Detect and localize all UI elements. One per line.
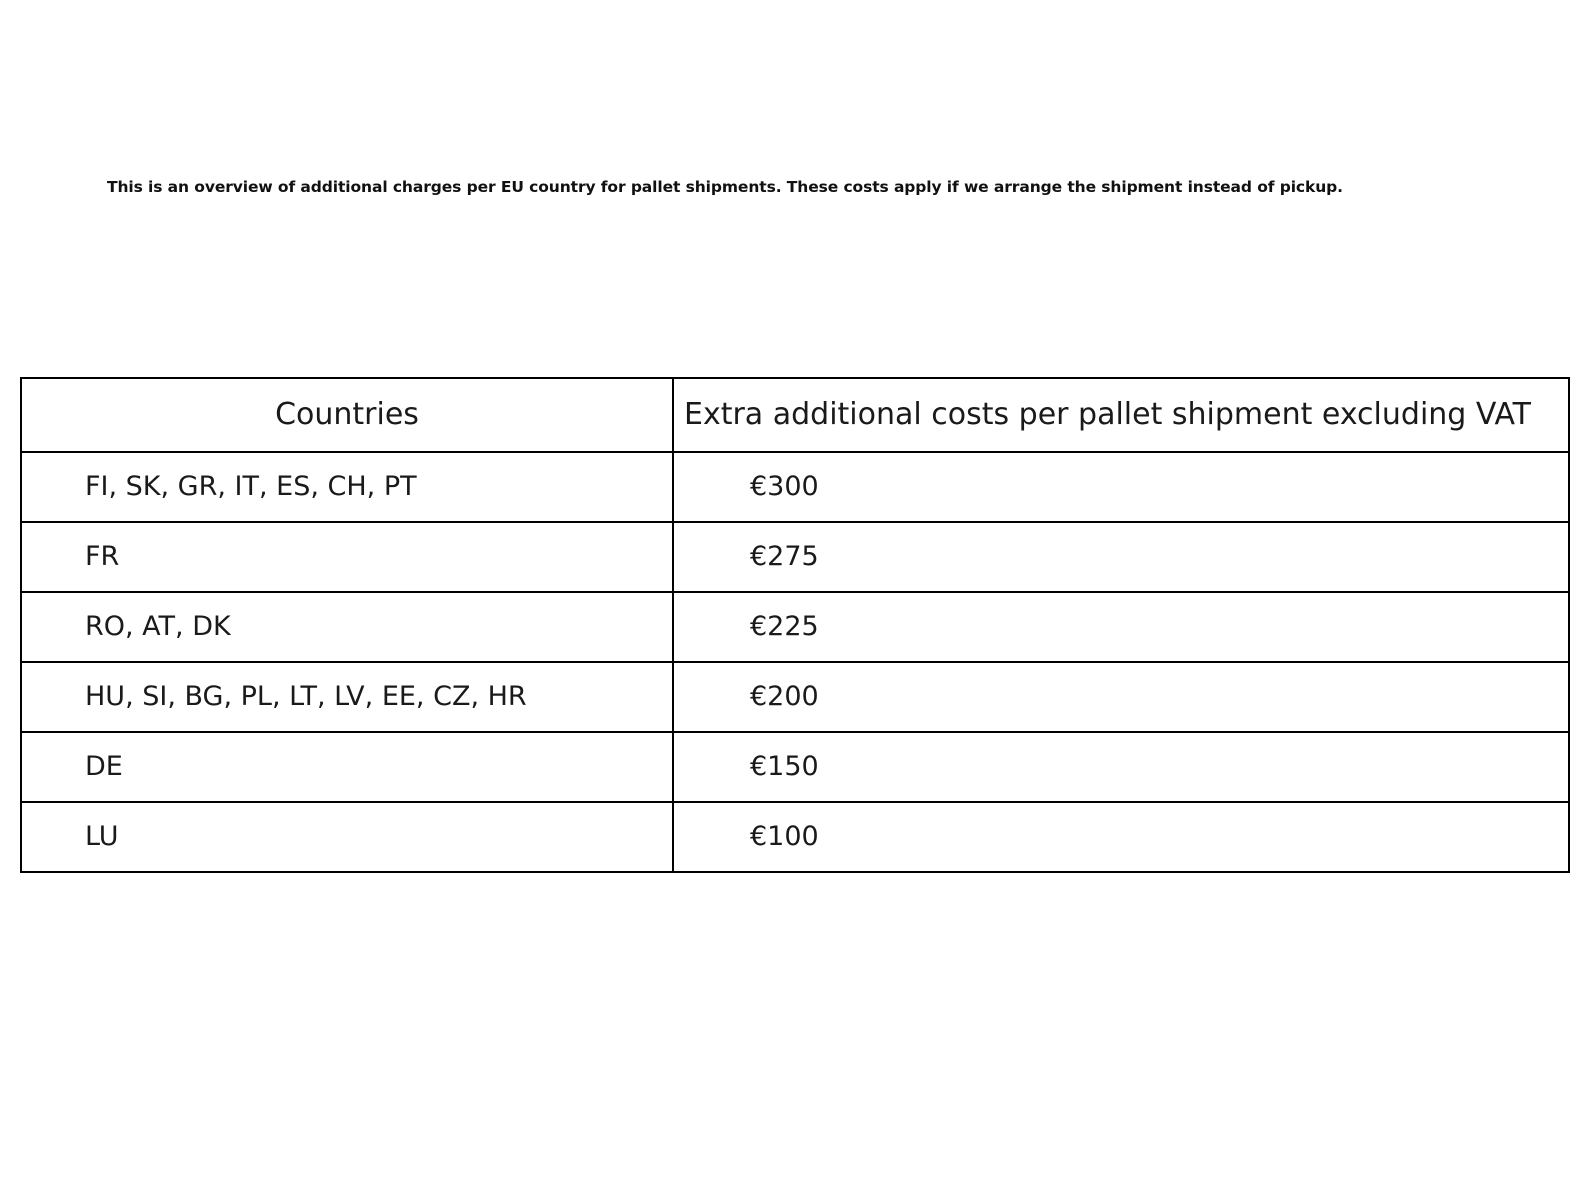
table-row: HU, SI, BG, PL, LT, LV, EE, CZ, HR €200 bbox=[20, 661, 1570, 733]
cell-countries: RO, AT, DK bbox=[20, 591, 674, 663]
table-body: FI, SK, GR, IT, ES, CH, PT €300 FR €275 … bbox=[20, 451, 1570, 873]
cell-cost: €150 bbox=[672, 731, 1570, 803]
cell-cost: €275 bbox=[672, 521, 1570, 593]
column-header-extra-costs: Extra additional costs per pallet shipme… bbox=[672, 377, 1570, 453]
cell-countries: DE bbox=[20, 731, 674, 803]
intro-paragraph: This is an overview of additional charge… bbox=[107, 177, 1343, 196]
cell-cost: €225 bbox=[672, 591, 1570, 663]
cell-countries: FI, SK, GR, IT, ES, CH, PT bbox=[20, 451, 674, 523]
cell-cost: €300 bbox=[672, 451, 1570, 523]
column-header-countries: Countries bbox=[20, 377, 674, 453]
shipping-charges-table: Countries Extra additional costs per pal… bbox=[20, 377, 1570, 873]
table-row: FI, SK, GR, IT, ES, CH, PT €300 bbox=[20, 451, 1570, 523]
table-row: FR €275 bbox=[20, 521, 1570, 593]
table-header: Countries Extra additional costs per pal… bbox=[20, 377, 1570, 453]
cell-countries: HU, SI, BG, PL, LT, LV, EE, CZ, HR bbox=[20, 661, 674, 733]
table-row: RO, AT, DK €225 bbox=[20, 591, 1570, 663]
table-header-row: Countries Extra additional costs per pal… bbox=[20, 377, 1570, 453]
cell-cost: €200 bbox=[672, 661, 1570, 733]
table-row: DE €150 bbox=[20, 731, 1570, 803]
cell-cost: €100 bbox=[672, 801, 1570, 873]
cell-countries: LU bbox=[20, 801, 674, 873]
cell-countries: FR bbox=[20, 521, 674, 593]
table-row: LU €100 bbox=[20, 801, 1570, 873]
